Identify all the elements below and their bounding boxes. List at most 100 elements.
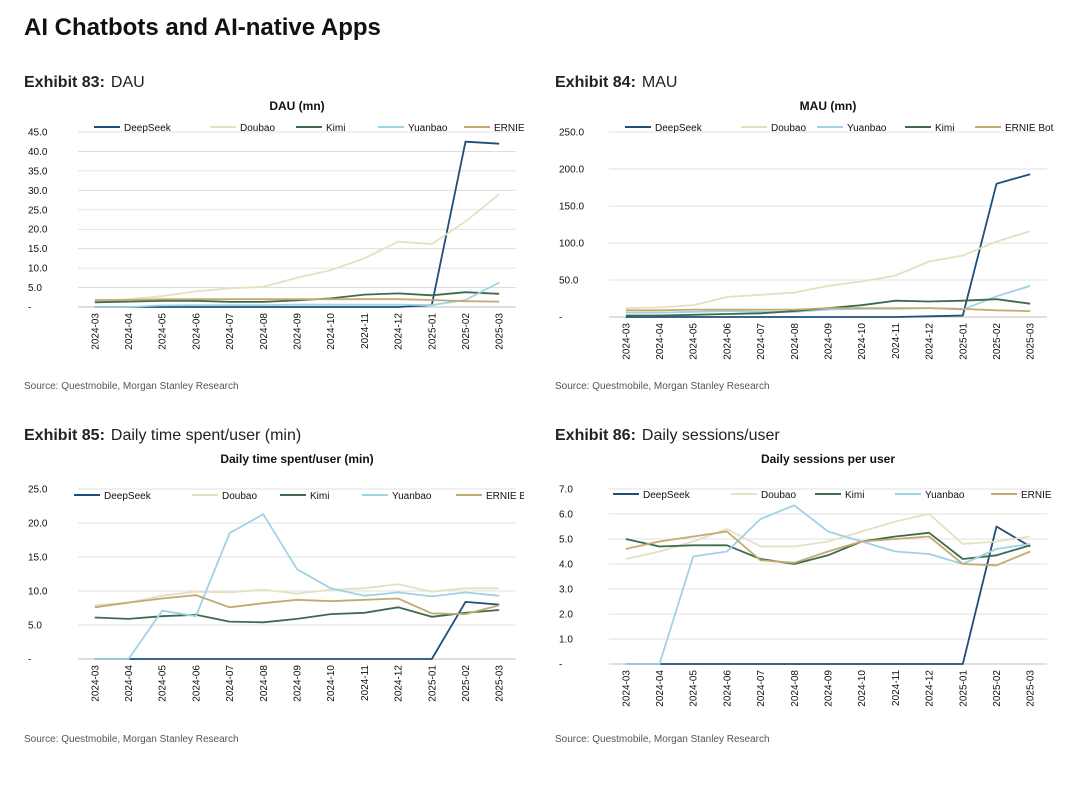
x-tick-label: 2025-02: [992, 323, 1003, 360]
x-tick-label: 2024-11: [360, 313, 371, 349]
legend-label-deepseek: DeepSeek: [104, 491, 152, 502]
x-tick-label: 2024-08: [790, 323, 801, 360]
y-tick-label: 200.0: [559, 165, 584, 176]
y-tick-label: 15.0: [28, 244, 48, 255]
x-tick-label: 2024-03: [621, 323, 632, 360]
x-tick-label: 2024-12: [925, 670, 936, 707]
y-tick-label: 20.0: [28, 225, 48, 236]
y-tick-label: 4.0: [559, 560, 573, 571]
y-tick-label: 250.0: [559, 128, 584, 139]
x-tick-label: 2024-05: [689, 323, 700, 360]
y-tick-label: 35.0: [28, 166, 48, 177]
x-tick-label: 2024-08: [259, 665, 270, 702]
x-tick-label: 2024-03: [90, 313, 101, 350]
x-tick-label: 2025-02: [461, 313, 472, 350]
x-tick-label: 2025-01: [427, 313, 438, 350]
x-tick-label: 2024-10: [326, 665, 337, 702]
x-tick-label: 2024-10: [857, 323, 868, 360]
exhibit-heading: Exhibit 85: Daily time spent/user (min): [24, 427, 301, 445]
x-tick-label: 2024-12: [394, 665, 405, 702]
series-line-yuanbao: [94, 513, 500, 660]
x-tick-label: 2024-06: [722, 323, 733, 360]
legend-label-kimi: Kimi: [845, 490, 864, 501]
legend-label-doubao: Doubao: [222, 491, 257, 502]
mau-chart: MAU (mn) - 50.0 100.0 150.0 200.0 250.0 2024-03…: [559, 99, 1054, 360]
series-line-ernie-bot: [625, 307, 1031, 312]
series-line-ernie-bot: [94, 298, 500, 303]
exhibit-number: Exhibit 85:: [24, 427, 105, 444]
series-line-doubao: [94, 193, 500, 303]
y-tick-label: 100.0: [559, 239, 584, 250]
x-tick-label: 2024-10: [326, 313, 337, 350]
x-tick-label: 2024-07: [756, 323, 767, 360]
x-tick-label: 2024-06: [191, 313, 202, 350]
exhibit-number: Exhibit 83:: [24, 74, 105, 91]
y-tick-label: 45.0: [28, 128, 48, 139]
page-title: AI Chatbots and AI-native Apps: [24, 14, 381, 41]
legend-label-kimi: Kimi: [310, 491, 329, 502]
x-tick-label: 2024-05: [158, 313, 169, 350]
y-tick-label: 3.0: [559, 585, 573, 596]
x-tick-label: 2025-03: [495, 313, 506, 350]
y-tick-label: 2.0: [559, 610, 573, 621]
series-line-ernie-bot: [625, 530, 1031, 567]
y-tick-label: 40.0: [28, 147, 48, 158]
x-tick-label: 2024-05: [158, 665, 169, 702]
y-tick-label: 5.0: [559, 535, 573, 546]
series-line-deepseek: [94, 140, 500, 308]
y-tick-label: -: [559, 660, 562, 671]
chart-title: Daily sessions per user: [761, 452, 895, 466]
x-tick-label: 2025-01: [958, 670, 969, 707]
x-tick-label: 2024-09: [293, 665, 304, 702]
x-tick-label: 2024-12: [394, 313, 405, 350]
x-tick-label: 2025-03: [495, 665, 506, 702]
exhibit-title: Daily time spent/user (min): [110, 427, 302, 444]
series-line-kimi: [94, 606, 500, 624]
exhibit-title: Daily sessions/user: [641, 427, 780, 444]
legend-label-ernie-bot: ERNIE Bot: [486, 491, 524, 502]
series-line-yuanbao: [94, 281, 500, 308]
series-line-ernie-bot: [94, 594, 500, 616]
source-note: Source: Questmobile, Morgan Stanley Rese…: [24, 381, 239, 392]
source-note: Source: Questmobile, Morgan Stanley Rese…: [555, 734, 770, 745]
exhibit-heading: Exhibit 83: DAU: [24, 74, 145, 92]
x-tick-label: 2024-05: [689, 670, 700, 707]
x-tick-label: 2025-03: [1026, 670, 1037, 707]
y-tick-label: 10.0: [28, 264, 48, 275]
series-line-doubao: [625, 513, 1031, 560]
y-tick-label: 15.0: [28, 553, 48, 564]
exhibit-title: MAU: [641, 74, 678, 91]
y-tick-label: 25.0: [28, 485, 48, 496]
x-tick-label: 2024-09: [824, 670, 835, 707]
exhibit-heading: Exhibit 84: MAU: [555, 74, 677, 92]
x-tick-label: 2024-03: [621, 670, 632, 707]
x-tick-label: 2025-02: [992, 670, 1003, 707]
legend-label-yuanbao: Yuanbao: [925, 490, 965, 501]
legend-label-kimi: Kimi: [935, 123, 954, 134]
chart-title: Daily time spent/user (min): [220, 452, 373, 466]
y-tick-label: 20.0: [28, 519, 48, 530]
x-tick-label: 2024-10: [857, 670, 868, 707]
exhibit-84-panel: Exhibit 84: MAU MAU (mn) - 50.0 100.0 150.0 20…: [555, 74, 1075, 404]
exhibit-86-panel: Exhibit 86: Daily sessions/user Daily ses…: [555, 427, 1075, 757]
x-tick-label: 2024-08: [790, 670, 801, 707]
legend-label-yuanbao: Yuanbao: [392, 491, 432, 502]
legend-label-deepseek: DeepSeek: [643, 490, 691, 501]
y-tick-label: 6.0: [559, 510, 573, 521]
exhibit-number: Exhibit 84:: [555, 74, 636, 91]
legend-label-doubao: Doubao: [240, 123, 275, 134]
chart-title: DAU (mn): [269, 99, 324, 113]
legend-label-deepseek: DeepSeek: [124, 123, 172, 134]
y-tick-label: -: [28, 303, 31, 314]
legend-label-ernie-bot: ERNIE Bot: [1005, 123, 1054, 134]
legend-label-deepseek: DeepSeek: [655, 123, 703, 134]
time-spent-chart: Daily time spent/user (min) - 5.0 10.0 15.0 2…: [28, 452, 524, 702]
x-tick-label: 2024-07: [225, 665, 236, 702]
x-tick-label: 2024-12: [925, 323, 936, 360]
x-tick-label: 2025-03: [1026, 323, 1037, 360]
x-tick-label: 2025-01: [427, 665, 438, 702]
y-tick-label: -: [559, 313, 562, 324]
x-tick-label: 2024-09: [824, 323, 835, 360]
x-tick-label: 2024-04: [655, 670, 666, 707]
x-tick-label: 2024-07: [225, 313, 236, 350]
